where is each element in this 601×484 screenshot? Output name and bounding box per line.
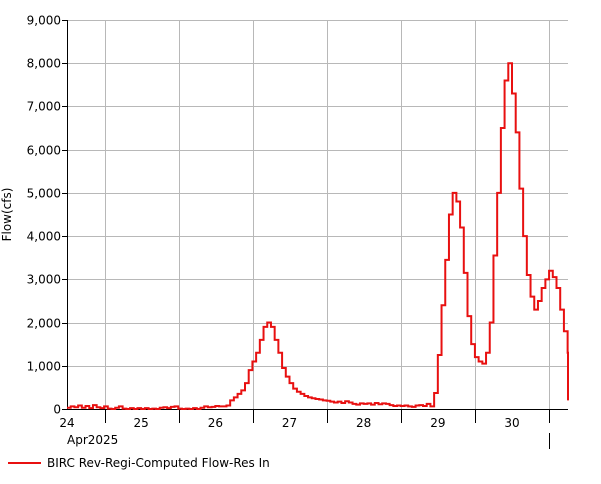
series-line-flow	[67, 62, 569, 410]
y-tick-label: 0	[53, 403, 61, 417]
y-axis-title: Flow(cfs)	[0, 188, 14, 242]
x-tick-label: 29	[430, 416, 445, 430]
legend-swatch	[8, 462, 41, 464]
x-tick-label: 24	[59, 416, 74, 430]
y-tick-label: 6,000	[27, 144, 61, 158]
y-tick-label: 3,000	[27, 273, 61, 287]
y-tick-label: 8,000	[27, 57, 61, 71]
y-tick-label: 5,000	[27, 187, 61, 201]
plot-area	[67, 20, 568, 409]
x-tick-label: 28	[356, 416, 371, 430]
y-tick-label: 9,000	[27, 14, 61, 28]
y-tick-label: 7,000	[27, 100, 61, 114]
x-axis-month-label: Apr2025	[67, 433, 118, 447]
x-tick-label: 30	[504, 416, 519, 430]
legend: BIRC Rev-Regi-Computed Flow-Res In	[8, 456, 270, 470]
y-tick-label: 1,000	[27, 360, 61, 374]
x-tick-label: 26	[208, 416, 223, 430]
y-tick-label: 2,000	[27, 317, 61, 331]
y-tick-label: 4,000	[27, 230, 61, 244]
x-tick-label: 27	[282, 416, 297, 430]
x-tick-label: 25	[134, 416, 149, 430]
legend-label: BIRC Rev-Regi-Computed Flow-Res In	[47, 456, 270, 470]
